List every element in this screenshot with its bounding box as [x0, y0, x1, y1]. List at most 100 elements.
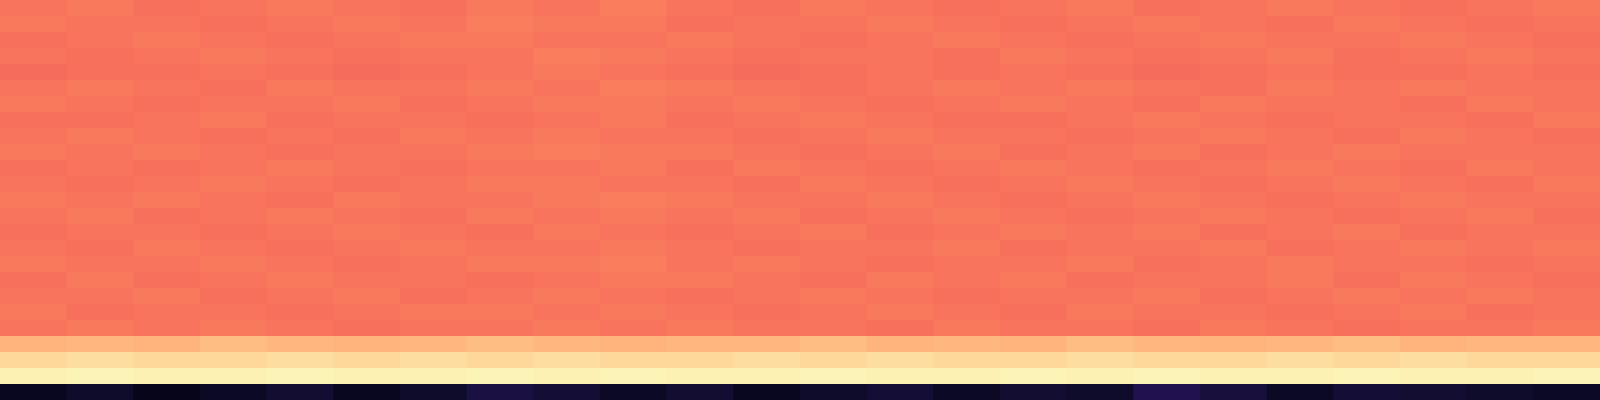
heatmap-cell [267, 288, 335, 305]
heatmap-cell [1533, 256, 1600, 273]
heatmap-cell [733, 48, 801, 65]
heatmap-cell [667, 176, 735, 193]
heatmap-cell [1067, 80, 1135, 97]
heatmap-cell [600, 32, 668, 49]
heatmap-cell [200, 96, 268, 113]
heatmap-cell [1467, 112, 1535, 129]
heatmap-cell [1333, 192, 1401, 209]
heatmap-cell [1267, 256, 1335, 273]
heatmap-cell [400, 64, 468, 81]
heatmap-cell [400, 176, 468, 193]
heatmap-cell [133, 288, 201, 305]
heatmap-cell [800, 240, 868, 257]
heatmap-cell [1133, 384, 1201, 400]
heatmap-cell [0, 0, 68, 17]
heatmap-cell [0, 288, 68, 305]
heatmap-cell [933, 176, 1001, 193]
heatmap-cell [800, 48, 868, 65]
heatmap-cell [1533, 304, 1600, 321]
heatmap-cell [1467, 16, 1535, 33]
heatmap-cell [1067, 352, 1135, 369]
heatmap-cell [1067, 384, 1135, 400]
heatmap-cell [533, 224, 601, 241]
heatmap-cell [1467, 48, 1535, 65]
heatmap-cell [267, 336, 335, 353]
heatmap-cell [1333, 48, 1401, 65]
heatmap-cell [1333, 320, 1401, 337]
heatmap-cell [1200, 48, 1268, 65]
heatmap-cell [1467, 0, 1535, 17]
heatmap-cell [467, 48, 535, 65]
heatmap-cell [733, 112, 801, 129]
heatmap-cell [1267, 288, 1335, 305]
heatmap-cell [533, 80, 601, 97]
heatmap-cell [600, 192, 668, 209]
heatmap-cell [933, 240, 1001, 257]
heatmap-cell [800, 160, 868, 177]
heatmap-cell [667, 0, 735, 17]
heatmap-cell [1533, 16, 1600, 33]
heatmap-cell [1133, 208, 1201, 225]
heatmap-cell [267, 160, 335, 177]
heatmap-cell [267, 240, 335, 257]
heatmap-cell [867, 48, 935, 65]
heatmap-cell [933, 368, 1001, 385]
heatmap-cell [333, 192, 401, 209]
heatmap-cell [67, 64, 135, 81]
heatmap-cell [0, 240, 68, 257]
heatmap-cell [800, 272, 868, 289]
heatmap-cell [1000, 160, 1068, 177]
heatmap-cell [1000, 0, 1068, 17]
heatmap-cell [467, 288, 535, 305]
heatmap-cell [133, 0, 201, 17]
heatmap-cell [667, 224, 735, 241]
heatmap-cell [1467, 336, 1535, 353]
heatmap-cell [667, 32, 735, 49]
heatmap-cell [1267, 64, 1335, 81]
heatmap-cell [1333, 208, 1401, 225]
heatmap-cell [1267, 16, 1335, 33]
heatmap-cell [867, 80, 935, 97]
heatmap-cell [1200, 224, 1268, 241]
heatmap-cell [0, 160, 68, 177]
heatmap-cell [400, 192, 468, 209]
heatmap-cell [133, 48, 201, 65]
heatmap-cell [533, 208, 601, 225]
heatmap-cell [67, 144, 135, 161]
heatmap-cell [667, 304, 735, 321]
heatmap-cell [533, 64, 601, 81]
heatmap-cell [467, 192, 535, 209]
heatmap-cell [800, 336, 868, 353]
heatmap-cell [1133, 288, 1201, 305]
heatmap-cell [1000, 16, 1068, 33]
heatmap-cell [133, 192, 201, 209]
heatmap-cell [1067, 32, 1135, 49]
heatmap-cell [867, 112, 935, 129]
heatmap-cell [733, 272, 801, 289]
heatmap-cell [200, 64, 268, 81]
heatmap-cell [333, 272, 401, 289]
heatmap-cell [67, 224, 135, 241]
heatmap-cell [1333, 288, 1401, 305]
heatmap-cell [800, 16, 868, 33]
heatmap-cell [1133, 352, 1201, 369]
heatmap-cell [1333, 160, 1401, 177]
heatmap-cell [67, 128, 135, 145]
heatmap-cell [667, 80, 735, 97]
heatmap-cell [800, 208, 868, 225]
heatmap-cell [0, 64, 68, 81]
heatmap-cell [1267, 176, 1335, 193]
heatmap-cell [600, 16, 668, 33]
heatmap-cell [133, 320, 201, 337]
heatmap-cell [200, 0, 268, 17]
heatmap-cell [600, 352, 668, 369]
heatmap-cell [800, 192, 868, 209]
heatmap-cell [600, 96, 668, 113]
heatmap-cell [200, 352, 268, 369]
heatmap-cell [1133, 96, 1201, 113]
heatmap-cell [467, 0, 535, 17]
heatmap-cell [400, 352, 468, 369]
heatmap-cell [533, 144, 601, 161]
heatmap-cell [333, 208, 401, 225]
heatmap-cell [1467, 128, 1535, 145]
